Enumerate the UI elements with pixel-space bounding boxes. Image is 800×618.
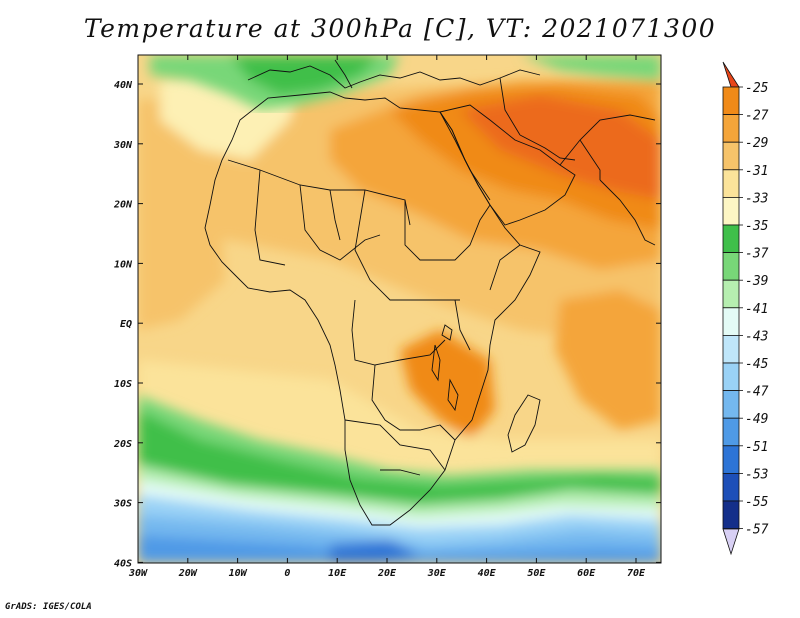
map-title: Temperature at 300hPa [C], VT: 202107130… [83, 14, 717, 43]
lon-tick-label: 10E [328, 568, 347, 579]
temperature-field [138, 55, 661, 563]
lat-tick-label: 20N [113, 200, 133, 211]
colorbar-cell [722, 141, 740, 171]
colorbar-cell [722, 334, 740, 364]
colorbar-lower-arrow [722, 528, 740, 556]
colorbar-label: -25 [745, 81, 769, 96]
colorbar-label: -57 [745, 523, 769, 538]
colorbar-cell [722, 390, 740, 419]
credit-text: GrADS: IGES/COLA [5, 602, 92, 612]
colorbar-label: -31 [745, 164, 768, 179]
colorbar-label: -53 [745, 467, 768, 482]
colorbar-label: -41 [745, 302, 768, 317]
colorbar-cell [722, 472, 740, 502]
lon-tick-label: 10W [229, 568, 248, 579]
colorbar-label: -43 [745, 329, 768, 344]
colorbar-cell [722, 86, 740, 116]
colorbar-label: -49 [745, 412, 768, 427]
colorbar-label: -37 [745, 247, 769, 262]
lat-tick-label: 30N [113, 140, 133, 151]
colorbar: -25 -27 -29 -31 -33 -35 -37 -39 -41 -43 -45 -47 -49 -… [722, 61, 769, 556]
colorbar-label: -27 [745, 109, 769, 124]
lon-tick-label: 20E [377, 568, 397, 579]
map-frame [137, 54, 662, 564]
colorbar-cell [722, 500, 740, 530]
colorbar-cell [722, 252, 740, 281]
colorbar-cell [722, 196, 740, 226]
lon-tick-label: 30W [128, 568, 148, 579]
lat-tick-label: 40N [114, 80, 133, 91]
colorbar-cell [722, 445, 740, 474]
colorbar-upper-arrow [722, 61, 740, 88]
colorbar-cell [722, 362, 740, 392]
colorbar-label: -35 [745, 219, 769, 234]
lon-tick-label: 40E [478, 568, 497, 579]
coastlines [204, 59, 656, 526]
colorbar-label: -33 [745, 191, 768, 206]
lat-tick-label: 20S [113, 439, 132, 450]
lat-tick-label: 10N [114, 259, 133, 270]
colorbar-label: -45 [745, 357, 769, 372]
lon-tick-label: 30E [427, 568, 447, 579]
colorbar-cell [722, 169, 740, 198]
lon-tick-label: 70E [627, 568, 646, 579]
colorbar-cell [722, 224, 740, 254]
colorbar-label: -55 [745, 495, 769, 510]
colorbar-label: -29 [745, 136, 768, 151]
colorbar-cell [722, 279, 740, 309]
lon-tick-label: 0 [284, 568, 290, 579]
lon-tick-label: 20W [178, 568, 198, 579]
colorbar-label: -47 [745, 385, 769, 400]
lon-tick-label: 50E [527, 568, 546, 579]
axis-tick-marks [137, 55, 661, 563]
lat-tick-label: EQ [120, 319, 132, 330]
colorbar-label: -51 [745, 440, 768, 455]
lat-tick-label: 10S [114, 379, 132, 390]
colorbar-cell [722, 114, 740, 143]
lon-tick-label: 60E [577, 568, 596, 579]
lat-axis: 40N 30N 20N 10N EQ 10S 20S 30S 40S [113, 80, 133, 569]
lat-tick-label: 30S [113, 499, 132, 510]
colorbar-cell [722, 307, 740, 336]
colorbar-cell [722, 417, 740, 447]
lat-tick-label: 40S [114, 558, 132, 569]
lon-axis: 30W 20W 10W 0 10E 20E 30E 40E 50E 60E 70… [128, 568, 646, 579]
colorbar-label: -39 [745, 274, 768, 289]
